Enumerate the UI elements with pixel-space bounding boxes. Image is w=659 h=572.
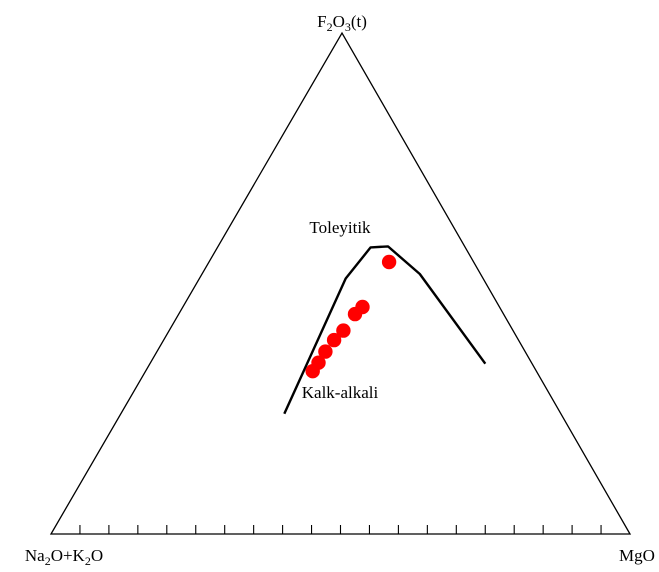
field-label-calc-alkaline: Kalk-alkali	[302, 383, 379, 402]
sample-point	[305, 364, 320, 379]
sample-point	[326, 332, 342, 348]
vertex-label-right: MgO	[619, 546, 655, 565]
sample-points	[305, 254, 397, 379]
sample-point	[347, 306, 363, 322]
vertex-label-top: F2O3(t)	[317, 12, 367, 34]
base-axis-ticks	[79, 525, 602, 534]
ternary-triangle-frame	[49, 31, 632, 535]
tholeiitic-calcalkaline-divider	[283, 245, 487, 415]
vertex-label-left: Na2O+K2O	[25, 546, 103, 568]
sample-point	[336, 323, 351, 338]
sample-point	[318, 344, 333, 359]
sample-point	[381, 254, 397, 270]
field-label-tholeiitic: Toleyitik	[309, 218, 371, 237]
